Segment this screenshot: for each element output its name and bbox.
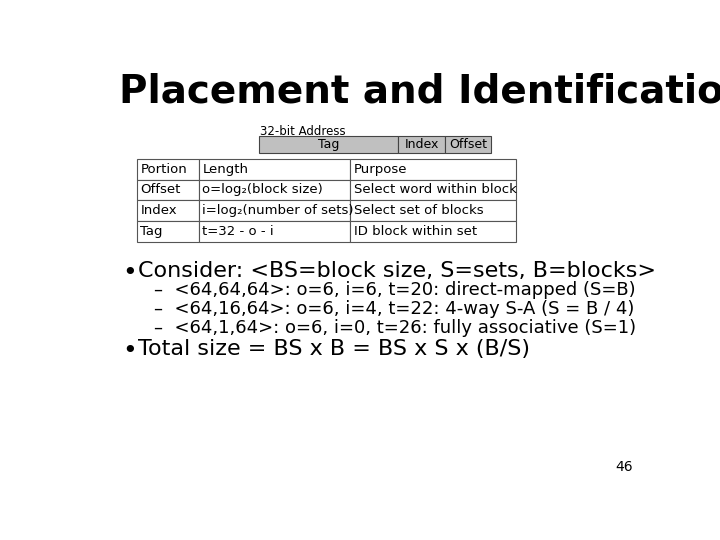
Bar (137, 179, 199, 200)
Text: t=32 - o - i: t=32 - o - i (202, 225, 274, 238)
Text: Index: Index (405, 138, 439, 151)
Text: •: • (122, 261, 138, 285)
Bar (199, 159, 350, 179)
Text: Tag: Tag (318, 138, 339, 151)
Bar (199, 200, 350, 221)
Text: Total size = BS x B = BS x S x (B/S): Total size = BS x B = BS x S x (B/S) (138, 339, 530, 359)
Bar (350, 200, 516, 221)
Bar (137, 200, 199, 221)
Text: o=log₂(block size): o=log₂(block size) (202, 184, 323, 197)
Bar (350, 159, 516, 179)
Text: Select set of blocks: Select set of blocks (354, 204, 483, 217)
Text: Offset: Offset (449, 138, 487, 151)
Text: •: • (122, 339, 138, 362)
Bar (350, 179, 516, 200)
Bar (259, 137, 398, 153)
Bar (137, 221, 199, 242)
Text: Purpose: Purpose (354, 163, 407, 176)
Text: Index: Index (140, 204, 177, 217)
Text: –  <64,1,64>: o=6, i=0, t=26: fully associative (S=1): – <64,1,64>: o=6, i=0, t=26: fully assoc… (153, 319, 636, 336)
Text: Offset: Offset (140, 184, 181, 197)
Bar (445, 137, 492, 153)
Text: Tag: Tag (140, 225, 163, 238)
Text: 32-bit Address: 32-bit Address (261, 125, 346, 138)
Text: i=log₂(number of sets): i=log₂(number of sets) (202, 204, 354, 217)
Text: –  <64,64,64>: o=6, i=6, t=20: direct-mapped (S=B): – <64,64,64>: o=6, i=6, t=20: direct-map… (153, 281, 635, 300)
Text: 46: 46 (615, 461, 632, 475)
Bar (199, 179, 350, 200)
Text: Select word within block: Select word within block (354, 184, 516, 197)
Text: Length: Length (202, 163, 248, 176)
Text: Placement and Identification: Placement and Identification (120, 72, 720, 111)
Text: ID block within set: ID block within set (354, 225, 477, 238)
Bar (137, 159, 199, 179)
Text: Consider: <BS=block size, S=sets, B=blocks>: Consider: <BS=block size, S=sets, B=bloc… (138, 261, 656, 281)
Bar (199, 221, 350, 242)
Bar (350, 221, 516, 242)
Bar (398, 137, 445, 153)
Text: –  <64,16,64>: o=6, i=4, t=22: 4-way S-A (S = B / 4): – <64,16,64>: o=6, i=4, t=22: 4-way S-A … (153, 300, 634, 318)
Text: Portion: Portion (140, 163, 187, 176)
